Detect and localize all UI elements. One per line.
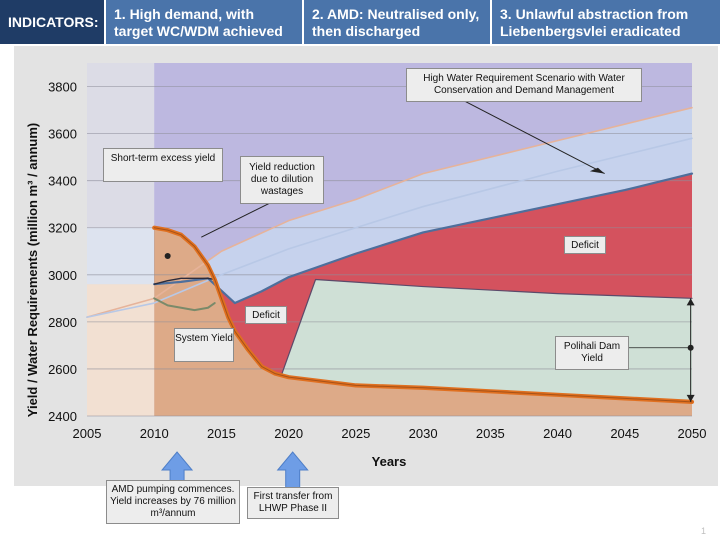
system-yield-outline — [153, 227, 693, 403]
high-water-arrowhead — [589, 167, 605, 174]
callout-yield-reduction: Yield reduction due to dilution wastages — [240, 156, 324, 204]
x-tick-label: 2015 — [207, 426, 236, 441]
y-tick-label: 3600 — [48, 127, 77, 142]
polihali-area — [281, 279, 692, 402]
x-tick-label: 2040 — [543, 426, 572, 441]
x-tick-label: 2010 — [140, 426, 169, 441]
callout-deficit-left: Deficit — [245, 306, 287, 324]
deficit-area — [214, 173, 692, 374]
requirement-band-area — [154, 107, 692, 304]
indicator-3: 3. Unlawful abstraction from Liebenbergs… — [492, 0, 720, 44]
callout-deficit-right: Deficit — [564, 236, 606, 254]
yield-requirements-chart: 2400 2600 2800 3000 3200 3400 3600 3800 2005 2010… — [14, 46, 718, 493]
callout-system-yield: System Yield — [174, 328, 234, 362]
y-tick-label: 3800 — [48, 80, 77, 95]
y-axis-label: Yield / Water Requirements (million m³ /… — [25, 123, 40, 417]
y-tick-label: 2600 — [48, 362, 77, 377]
callout-short-term: Short-term excess yield — [103, 148, 223, 182]
alt-yield-line — [153, 297, 216, 312]
callout-first-transfer: First transfer from LHWP Phase II — [247, 487, 339, 519]
high-requirement-line — [86, 106, 693, 318]
short-term-marker — [164, 252, 171, 259]
polihali-arrow-down — [686, 394, 695, 402]
x-tick-label: 2050 — [678, 426, 707, 441]
x-tick-label: 2030 — [409, 426, 438, 441]
x-tick-label: 2020 — [274, 426, 303, 441]
history-band-middle — [87, 227, 155, 285]
y-tick-label: 2400 — [48, 409, 77, 424]
x-axis-label: Years — [372, 454, 407, 469]
history-band-lower — [87, 284, 155, 416]
x-tick-label: 2025 — [341, 426, 370, 441]
x-tick-label: 2005 — [73, 426, 102, 441]
y-tick-label: 3200 — [48, 221, 77, 236]
x-tick-label: 2035 — [476, 426, 505, 441]
y-tick-label: 3400 — [48, 174, 77, 189]
alternative-requirement-line — [86, 137, 693, 318]
indicator-2: 2. AMD: Neutralised only, then discharge… — [304, 0, 490, 44]
polihali-arrow-up — [686, 298, 695, 306]
system-yield-area — [154, 227, 692, 416]
page-number: 1 — [700, 526, 706, 536]
callout-amd: AMD pumping commences. Yield increases b… — [106, 480, 240, 524]
x-tick-label: 2045 — [610, 426, 639, 441]
indicator-1: 1. High demand, with target WC/WDM achie… — [106, 0, 302, 44]
callout-polihali: Polihali Dam Yield — [555, 336, 629, 370]
polihali-marker — [687, 344, 694, 351]
short-term-base-line — [153, 277, 216, 285]
polihali-top-line — [281, 278, 693, 375]
y-tick-label: 2800 — [48, 315, 77, 330]
callout-high-water: High Water Requirement Scenario with Wat… — [406, 68, 642, 102]
history-band-upper — [87, 63, 155, 228]
y-tick-label: 3000 — [48, 268, 77, 283]
indicators-label: INDICATORS: — [0, 0, 104, 44]
